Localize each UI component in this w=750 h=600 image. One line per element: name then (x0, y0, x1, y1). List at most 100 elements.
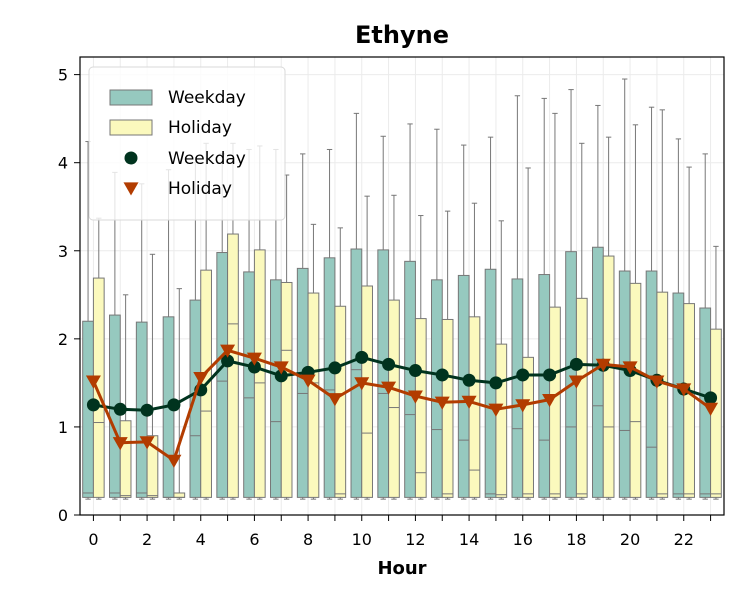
point-holiday (354, 377, 370, 391)
point-holiday (434, 396, 450, 410)
chart-title: Ethyne (355, 21, 449, 49)
point-holiday (515, 399, 531, 413)
legend-label: Weekday (168, 88, 246, 108)
weekday-box-rect (270, 279, 282, 498)
weekday-box-rect (511, 278, 524, 498)
holiday-box (710, 245, 722, 500)
legend-item: Holiday (109, 118, 232, 138)
legend-label: Holiday (168, 179, 232, 199)
legend-marker-triangle (123, 182, 139, 196)
holiday-box (334, 227, 347, 500)
holiday-box (146, 253, 159, 500)
holiday-box-rect (441, 318, 454, 498)
weekday-box-rect (216, 252, 229, 498)
x-tick-label: 8 (303, 530, 313, 549)
weekday-box-rect (350, 248, 363, 498)
weekday-box-rect (323, 257, 336, 498)
point-weekday (86, 398, 100, 412)
point-weekday (274, 369, 288, 383)
point-holiday (327, 393, 343, 407)
y-tick-label: 5 (58, 66, 68, 85)
point-holiday (139, 436, 155, 450)
holiday-box (575, 142, 588, 500)
weekday-box (296, 153, 309, 500)
x-tick-label: 22 (674, 530, 694, 549)
legend-item: Weekday (124, 149, 246, 169)
point-weekday (221, 354, 235, 368)
series-lines (85, 344, 719, 468)
holiday-box-rect (602, 255, 615, 498)
holiday-box-rect (710, 328, 722, 498)
x-tick-label: 20 (620, 530, 640, 549)
x-tick-label: 4 (196, 530, 206, 549)
point-weekday (543, 368, 557, 382)
y-tick-label: 0 (58, 506, 68, 525)
legend-item: Holiday (123, 179, 232, 199)
point-weekday (489, 376, 503, 390)
x-tick-label: 12 (405, 530, 425, 549)
y-tick-label: 3 (58, 242, 68, 261)
point-weekday (569, 357, 583, 371)
holiday-box (629, 124, 642, 500)
point-weekday (516, 368, 530, 382)
point-holiday (112, 437, 128, 451)
y-tick-label: 4 (58, 154, 68, 173)
weekday-box-rect (592, 246, 604, 498)
point-weekday (435, 368, 449, 382)
holiday-box (280, 174, 293, 500)
point-holiday (595, 358, 611, 372)
x-tick-label: 0 (88, 530, 98, 549)
holiday-box (173, 288, 186, 500)
holiday-box (388, 194, 400, 500)
point-holiday (166, 454, 182, 468)
x-tick-label: 14 (459, 530, 479, 549)
holiday-box (495, 220, 508, 500)
holiday-box-rect (361, 285, 373, 498)
legend: Weekday Holiday Weekday Holiday (88, 66, 286, 221)
weekday-box-rect (431, 279, 443, 498)
point-weekday (247, 360, 261, 374)
x-tick-label: 10 (352, 530, 372, 549)
holiday-box-rect (575, 297, 588, 498)
point-weekday (355, 350, 369, 364)
holiday-box (522, 167, 534, 500)
legend-marker-circle (124, 151, 138, 165)
point-holiday (703, 402, 719, 416)
plot-frame (79, 56, 725, 516)
holiday-box-rect (253, 249, 266, 498)
holiday-box-rect (146, 435, 159, 498)
point-weekday (408, 364, 422, 378)
holiday-box (119, 294, 132, 500)
point-holiday (85, 375, 101, 389)
y-tick-label: 1 (58, 418, 68, 437)
legend-swatch (109, 119, 153, 136)
holiday-box-rect (629, 282, 642, 498)
point-weekday (462, 373, 476, 387)
weekday-box-rect (404, 260, 416, 498)
holiday-box-rect (414, 318, 427, 498)
point-weekday (140, 403, 154, 417)
x-tick-label: 2 (142, 530, 152, 549)
holiday-box-rect (495, 343, 508, 498)
legend-label: Holiday (168, 118, 232, 138)
point-weekday (167, 398, 181, 412)
holiday-box-rect (683, 303, 695, 498)
point-holiday (461, 395, 477, 409)
point-holiday (542, 393, 558, 408)
point-holiday (273, 361, 289, 375)
point-holiday (649, 375, 665, 389)
x-tick-label: 16 (513, 530, 533, 549)
legend-item: Weekday (109, 88, 246, 108)
holiday-box-rect (280, 281, 293, 498)
point-holiday (300, 374, 316, 388)
holiday-box-rect (173, 492, 186, 498)
point-holiday (246, 352, 262, 366)
point-holiday (220, 344, 236, 358)
holiday-box-rect (119, 420, 132, 498)
point-holiday (407, 390, 423, 404)
holiday-box (602, 136, 615, 500)
point-weekday (113, 402, 127, 416)
holiday-box-rect (656, 291, 669, 498)
holiday-box (683, 166, 695, 500)
weekday-box-rect (618, 270, 631, 498)
